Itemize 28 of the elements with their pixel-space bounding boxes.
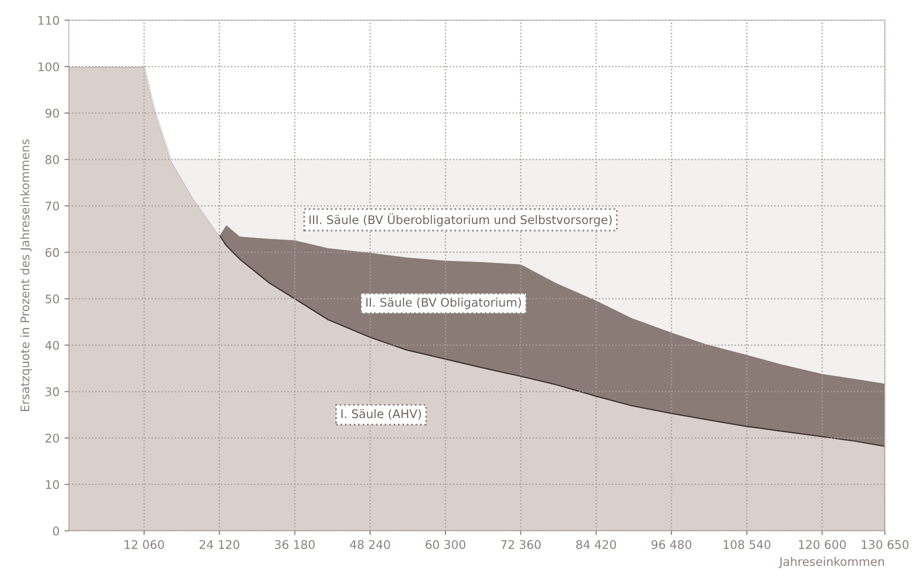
y-tick-label: 10 [46,480,59,490]
x-tick-label: 60 300 [426,540,466,550]
x-tick-label: 96 480 [652,540,692,550]
y-tick-label: 20 [46,434,59,443]
x-tick-label: 72 360 [501,540,541,550]
x-tick-label: 84 420 [576,540,616,550]
series-label: II. Säule (BV Obligatorium) [366,298,521,310]
x-tick-label: 12 060 [124,540,164,550]
series-label: III. Säule (BV Überobligatorium und Selbstvorsorge) [310,213,612,226]
y-tick-label: 110 [38,16,59,25]
y-tick-label: 50 [46,294,59,304]
y-tick-label: 40 [45,340,59,350]
y-tick-label: 100 [38,62,59,72]
x-tick-label: 48 240 [350,540,390,550]
x-tick-label: 108 540 [724,540,770,550]
x-tick-label: 120 600 [799,540,846,550]
y-tick-label: 80 [46,155,59,164]
y-axis-title: Ersatzquote in Prozent des Jahreseinkommens [20,139,32,412]
y-tick-label: 90 [45,108,59,118]
y-tick-label: 60 [46,248,59,257]
y-tick-label: 0 [53,526,59,536]
x-tick-label: 130 650 [862,540,909,550]
y-tick-label: 70 [46,202,59,211]
x-tick-label: 24 120 [200,540,240,550]
series-label: I. Säule (AHV) [341,409,421,420]
y-tick-label: 30 [46,387,59,396]
x-tick-label: 36 180 [275,540,315,550]
x-axis-title: Jahreseinkommen [778,556,884,568]
